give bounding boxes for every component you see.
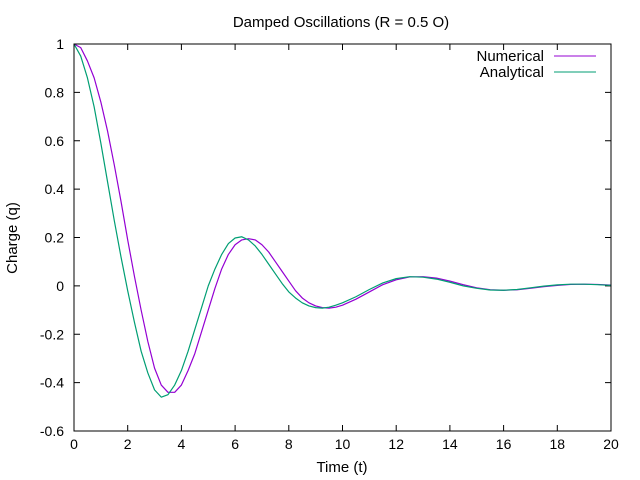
y-tick-label: -0.2 [40,326,64,342]
x-tick-label: 16 [496,436,512,452]
x-tick-label: 10 [335,436,351,452]
plot-frame [73,43,612,432]
legend-label-numerical: Numerical [476,48,544,65]
x-tick-label: 12 [388,436,404,452]
y-axis-label: Charge (q) [4,202,21,274]
x-tick-label: 20 [603,436,619,452]
y-tick-label: 0.4 [45,181,65,197]
y-tick-label: 0.2 [45,230,65,246]
x-tick-label: 8 [285,436,293,452]
series-lines [73,43,612,398]
chart-title: Damped Oscillations (R = 0.5 O) [233,14,449,31]
series-line-analytical [73,43,612,398]
y-tick-label: 1 [56,36,64,52]
y-tick-label: -0.6 [40,423,64,439]
y-tick-labels: 1 0.8 0.6 0.4 0.2 0 -0.2 -0.4 -0.6 [40,36,64,439]
x-axis-label: Time (t) [316,459,367,476]
x-tick-label: 14 [442,436,458,452]
y-tick-label: -0.4 [40,375,64,391]
x-tick-label: 4 [178,436,186,452]
x-tick-labels: 0 2 4 6 8 10 12 14 16 18 20 [70,436,619,452]
y-tick-label: 0.8 [45,84,65,100]
x-tick-label: 6 [231,436,239,452]
legend-label-analytical: Analytical [480,64,544,81]
x-tick-label: 0 [70,436,78,452]
series-line-numerical [73,43,612,393]
axis-ticks [73,43,612,432]
y-tick-label: 0 [56,278,64,294]
y-tick-label: 0.6 [45,133,65,149]
x-tick-label: 2 [124,436,132,452]
legend: Numerical Analytical [476,48,596,81]
x-tick-label: 18 [550,436,566,452]
